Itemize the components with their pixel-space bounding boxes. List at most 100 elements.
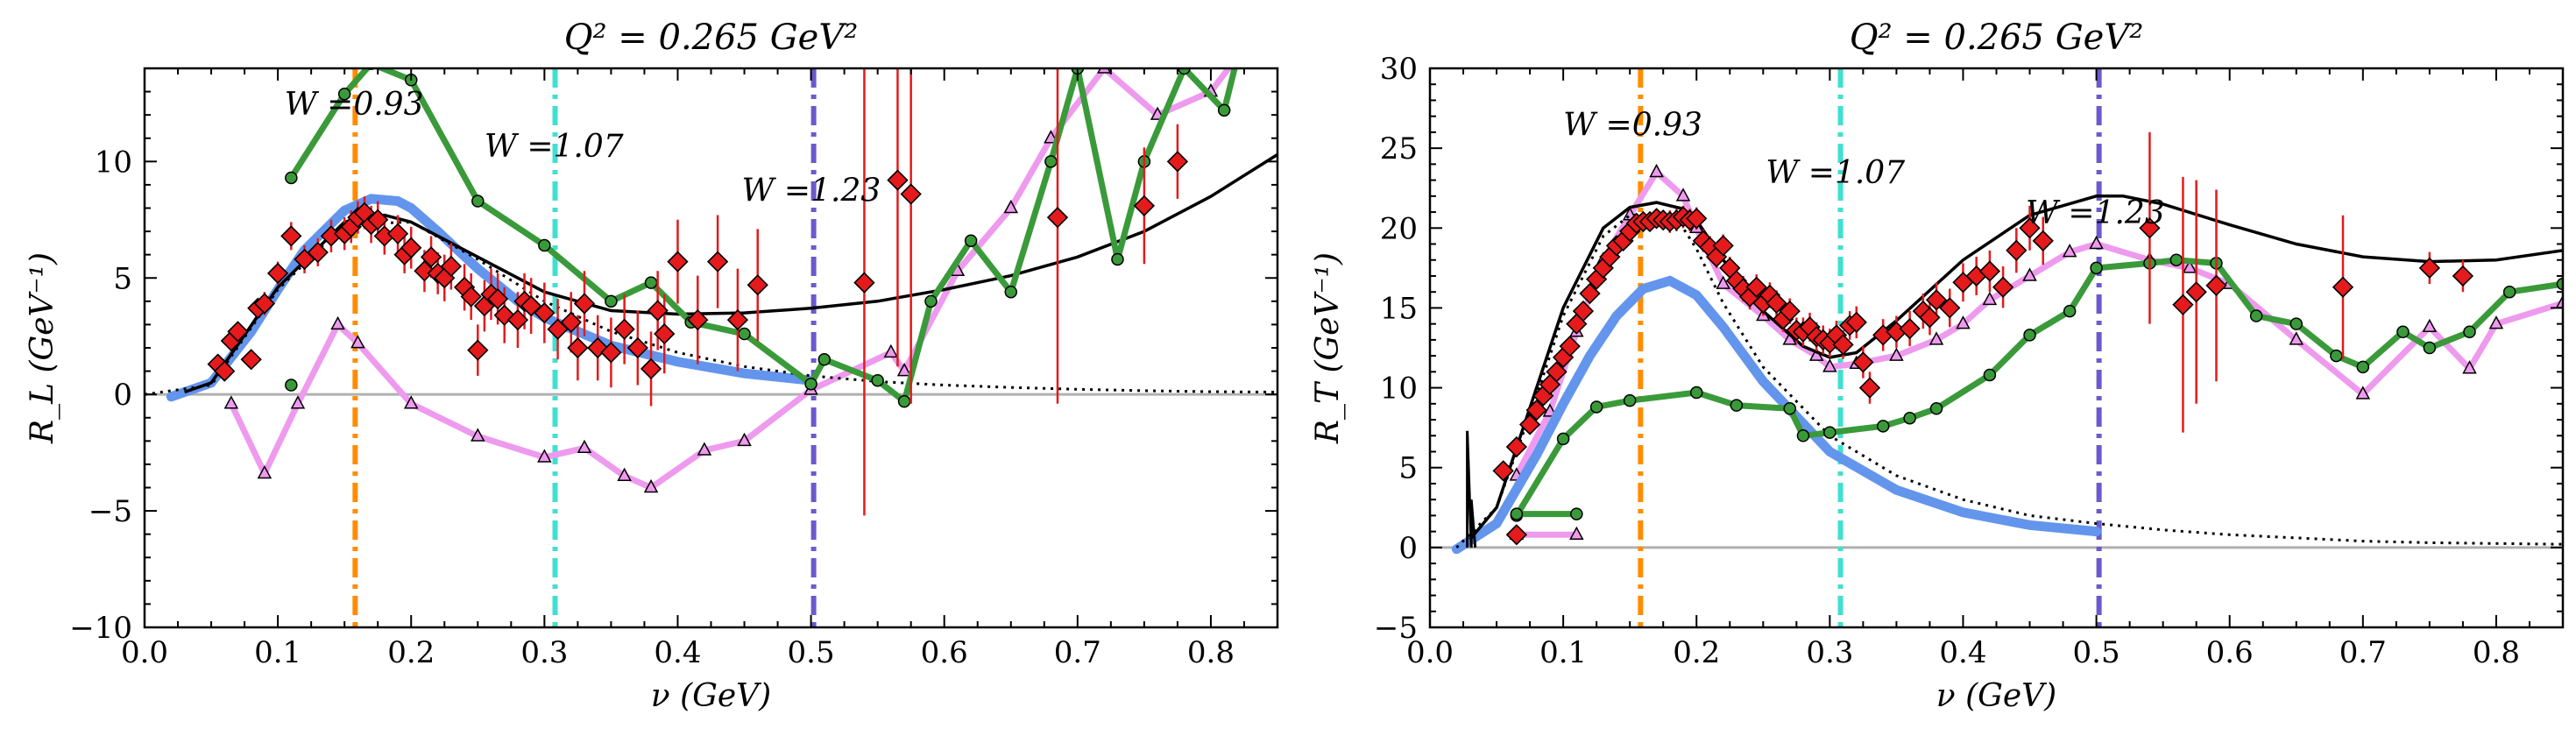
green-point bbox=[1004, 285, 1018, 299]
pink-point bbox=[883, 343, 899, 358]
data-point bbox=[640, 357, 662, 380]
green-point bbox=[538, 238, 551, 252]
data-point bbox=[900, 183, 922, 205]
data-point bbox=[1779, 300, 1801, 322]
y-tick-label: 0 bbox=[113, 378, 132, 413]
resonance-label-0: W =0.93 bbox=[1563, 108, 1702, 144]
data-point bbox=[1745, 276, 1767, 298]
data-point bbox=[1525, 399, 1547, 421]
data-point bbox=[1546, 361, 1568, 383]
green-point bbox=[1589, 400, 1603, 414]
data-point bbox=[420, 246, 442, 268]
green-point bbox=[1730, 399, 1744, 412]
pink-point bbox=[290, 395, 306, 409]
green-point bbox=[2423, 341, 2437, 355]
data-point bbox=[227, 321, 249, 343]
series-black_dotted-line bbox=[1455, 212, 2563, 548]
x-tick-label: 0.2 bbox=[387, 635, 435, 670]
data-point bbox=[726, 308, 749, 331]
data-point bbox=[1852, 351, 1874, 373]
pink-point bbox=[2022, 267, 2037, 281]
x-tick-label: 0.8 bbox=[2473, 635, 2520, 670]
data-point bbox=[2185, 281, 2207, 303]
pink-point bbox=[1982, 291, 1998, 306]
x-tick-label: 0.8 bbox=[1187, 635, 1235, 670]
y-tick-label: 5 bbox=[113, 261, 132, 296]
resonance-label-2: W =1.23 bbox=[741, 173, 881, 209]
data-point bbox=[1939, 297, 1961, 319]
data-point bbox=[667, 251, 689, 272]
y-tick-label: 25 bbox=[1380, 131, 1418, 166]
y-tick-label: −5 bbox=[1374, 611, 1418, 646]
data-point bbox=[1712, 235, 1734, 257]
data-point bbox=[2019, 217, 2041, 239]
x-tick-label: 0.0 bbox=[121, 635, 168, 670]
data-point bbox=[1919, 307, 1941, 329]
pink-point bbox=[1675, 188, 1691, 202]
data-point bbox=[460, 286, 482, 308]
data-point bbox=[266, 262, 289, 285]
data-point bbox=[506, 308, 529, 331]
green-point bbox=[871, 373, 884, 387]
x-tick-label: 0.4 bbox=[654, 635, 701, 670]
pink-point bbox=[2555, 294, 2563, 308]
green-point bbox=[1876, 420, 1890, 433]
x-tick-label: 0.7 bbox=[1054, 635, 1101, 670]
green-point bbox=[1217, 103, 1231, 117]
data-point bbox=[1572, 300, 1595, 322]
data-point bbox=[294, 248, 315, 271]
green-point bbox=[1623, 393, 1637, 407]
data-point bbox=[1166, 151, 1189, 173]
data-point bbox=[573, 293, 596, 315]
x-tick-label: 0.3 bbox=[1806, 635, 1853, 670]
series-blue_thick-line bbox=[1451, 275, 2102, 555]
data-point bbox=[493, 304, 515, 326]
y-tick-label: 10 bbox=[95, 145, 132, 180]
green-point bbox=[897, 394, 911, 408]
left-plot-rl: W =0.93 W =1.07 W =1.23 0.0 0.1 0.2 0.3 0.4 0.5 0… bbox=[25, 18, 1279, 714]
green-point bbox=[1903, 411, 1916, 425]
data-point bbox=[1492, 460, 1514, 482]
green-point bbox=[1232, 51, 1243, 62]
green-point bbox=[817, 353, 832, 366]
x-tick-label: 0.0 bbox=[1406, 635, 1454, 670]
data-point bbox=[1505, 435, 1528, 458]
green-point bbox=[1796, 429, 1810, 442]
x-tick-label: 0.5 bbox=[788, 635, 835, 670]
data-point bbox=[2139, 217, 2161, 239]
data-point bbox=[534, 301, 556, 324]
pink-point bbox=[403, 395, 419, 409]
data-point bbox=[214, 360, 236, 382]
x-axis-label: ν (GeV) bbox=[651, 678, 771, 714]
pink-point bbox=[1716, 275, 1730, 289]
data-point bbox=[386, 223, 409, 244]
green-point bbox=[1570, 507, 1583, 520]
x-tick-label: 0.6 bbox=[2206, 635, 2254, 670]
data-point bbox=[486, 288, 509, 310]
green-point bbox=[2356, 360, 2370, 374]
y-tick-label: 15 bbox=[1380, 291, 1418, 326]
y-axis-label: R_L (GeV⁻¹) bbox=[25, 252, 60, 444]
data-point bbox=[1925, 289, 1948, 311]
green-point bbox=[605, 294, 618, 308]
green-point bbox=[1783, 402, 1796, 415]
pink-point bbox=[1003, 199, 1019, 214]
x-tick-label: 0.1 bbox=[1539, 635, 1587, 670]
data-point bbox=[654, 322, 676, 345]
green-point bbox=[1689, 386, 1703, 400]
chart-title: Q² = 0.265 GeV² bbox=[564, 18, 859, 58]
pink-point bbox=[2355, 386, 2371, 400]
series-green-line bbox=[288, 68, 1238, 405]
green-point bbox=[2556, 277, 2563, 291]
pink-point bbox=[257, 464, 272, 479]
data-point bbox=[307, 241, 329, 264]
pink-point bbox=[737, 432, 752, 447]
green-point bbox=[1178, 68, 1191, 75]
series-black_spikes-line bbox=[1466, 430, 1477, 548]
green-point bbox=[285, 379, 298, 392]
y-axis-label: R_T (GeV⁻¹) bbox=[1310, 252, 1346, 444]
resonance-label-0: W =0.93 bbox=[285, 87, 424, 123]
data-point bbox=[440, 255, 463, 278]
data-point bbox=[1858, 377, 1881, 399]
data-point bbox=[647, 300, 669, 322]
